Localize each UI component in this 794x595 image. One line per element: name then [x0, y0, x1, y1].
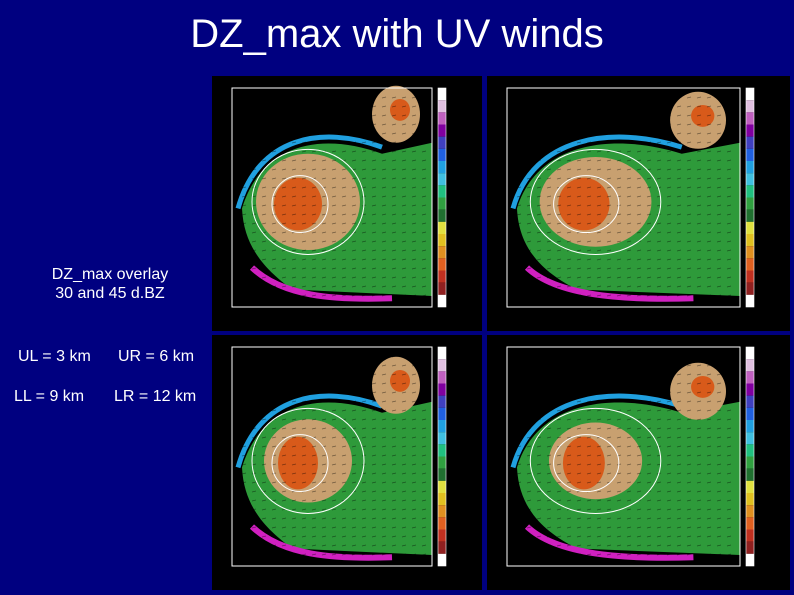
radar-panel-lower-right [487, 335, 790, 590]
radar-panel-upper-right [487, 76, 790, 331]
overlay-caption-line2: 30 and 45 d.BZ [55, 285, 165, 302]
caption-lr: LR = 12 km [114, 388, 197, 405]
radar-image [231, 85, 447, 308]
radar-panel-lower-left [212, 335, 482, 590]
overlay-caption-line1: DZ_max overlay [51, 266, 169, 283]
caption-ur: UR = 6 km [118, 348, 195, 365]
radar-image [506, 346, 755, 567]
slide-title: DZ_max with UV winds [190, 12, 604, 56]
radar-panel-upper-left [212, 76, 482, 331]
radar-image [231, 346, 447, 567]
overlay-caption: DZ_max overlay 30 and 45 d.BZ [38, 265, 182, 303]
caption-ul: UL = 3 km [18, 348, 91, 365]
caption-ll: LL = 9 km [14, 388, 85, 405]
radar-image [506, 87, 755, 308]
